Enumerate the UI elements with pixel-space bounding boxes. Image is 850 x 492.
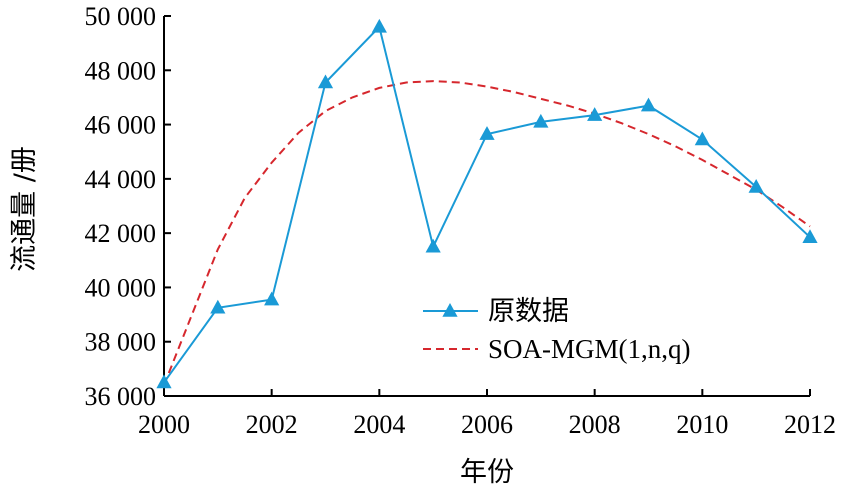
- y-axis-title: 流通量 /册: [9, 146, 40, 272]
- x-tick-label: 2002: [246, 410, 298, 439]
- y-tick-label: 42 000: [85, 219, 157, 248]
- data-point-marker: [533, 113, 549, 128]
- data-point-marker: [479, 126, 495, 140]
- data-point-marker: [587, 107, 603, 121]
- axes: [163, 16, 810, 397]
- y-tick-label: 50 000: [85, 2, 157, 31]
- y-tick-label: 38 000: [85, 328, 157, 357]
- data-point-marker: [425, 238, 441, 253]
- x-tick-label: 2010: [676, 410, 728, 439]
- y-tick-label: 40 000: [85, 273, 157, 302]
- legend-original-label: 原数据: [488, 296, 569, 326]
- data-point-marker: [371, 18, 387, 33]
- x-tick-label: 2012: [784, 410, 836, 439]
- data-point-marker: [640, 97, 657, 112]
- y-tick-label: 46 000: [85, 111, 157, 140]
- y-tick-label: 48 000: [85, 56, 157, 85]
- series-original-line: [163, 24, 811, 383]
- series-layer: [156, 18, 818, 389]
- data-point-marker: [264, 291, 280, 306]
- x-tick-label: 2008: [569, 410, 621, 439]
- series-model-line: [163, 80, 811, 386]
- y-tick-label: 44 000: [85, 165, 157, 194]
- x-axis-ticks: 2000 2002 2004 2006 2008 2010 2012: [138, 389, 836, 439]
- y-axis-ticks: 36 000 38 000 40 000 42 000 44 000 46 000 48 0…: [85, 2, 171, 411]
- data-point-marker: [694, 131, 710, 146]
- y-tick-label: 36 000: [85, 382, 157, 411]
- data-point-marker: [156, 374, 172, 389]
- data-point-marker: [317, 74, 334, 89]
- x-tick-label: 2000: [138, 410, 190, 439]
- data-point-marker: [802, 229, 818, 243]
- x-tick-label: 2004: [353, 410, 405, 439]
- data-point-marker: [210, 299, 226, 314]
- data-point-marker: [748, 179, 764, 193]
- legend-model-label: SOA-MGM(1,n,q): [488, 334, 691, 364]
- x-tick-label: 2006: [461, 410, 513, 439]
- legend-original-marker: [442, 303, 458, 317]
- legend: 原数据 SOA-MGM(1,n,q): [423, 296, 691, 364]
- x-axis-title: 年份: [460, 457, 514, 488]
